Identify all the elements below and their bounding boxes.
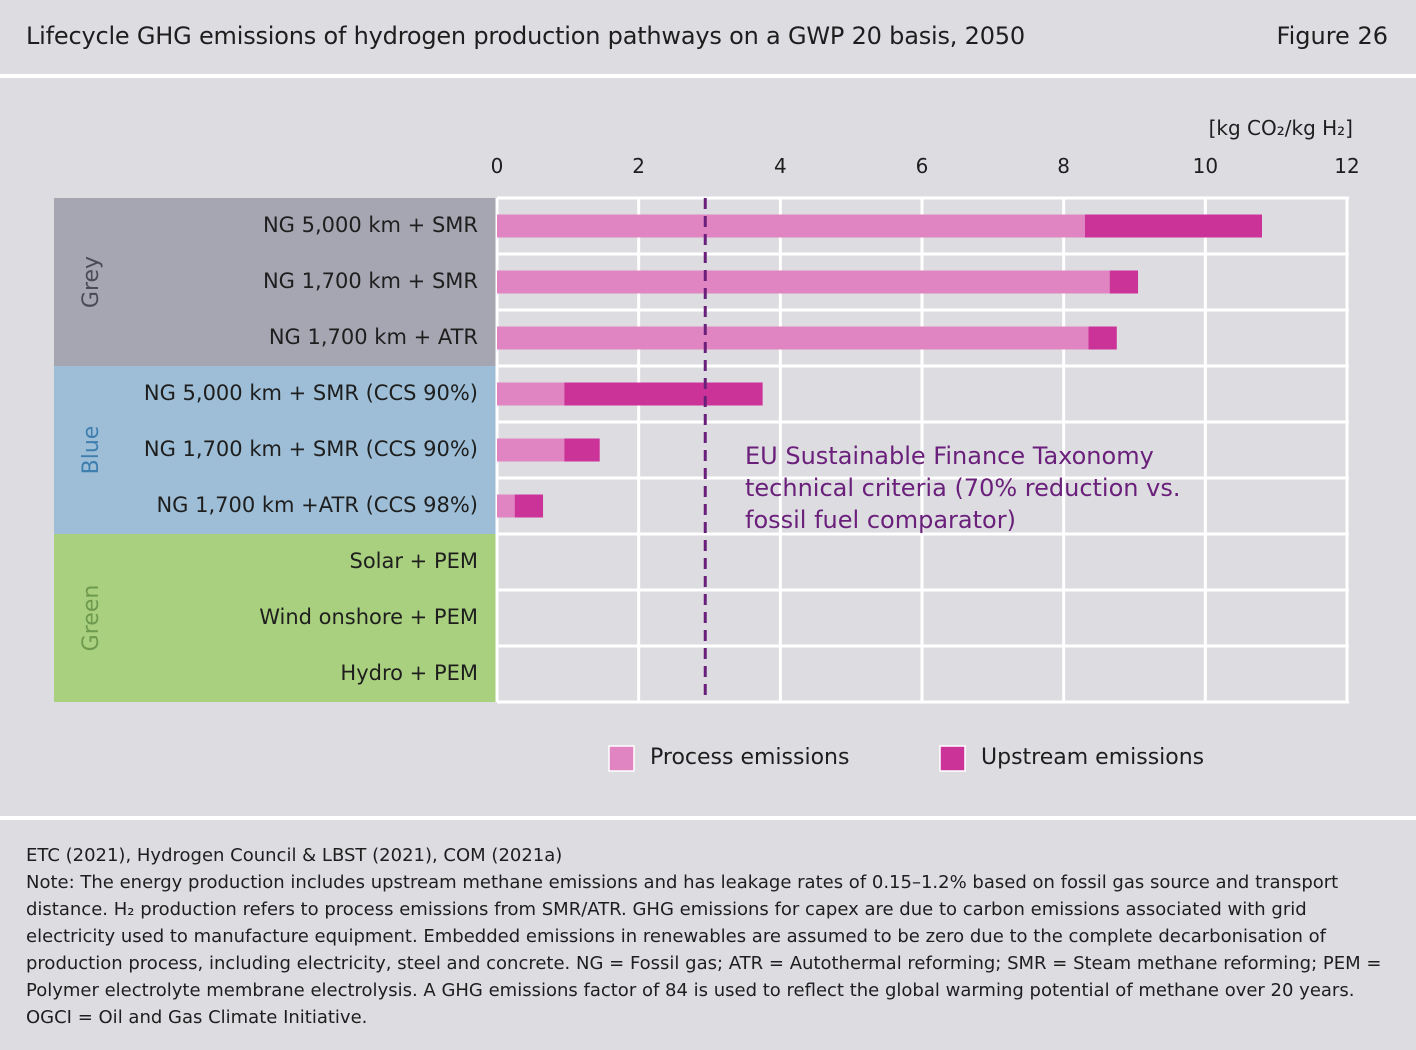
category-label: NG 5,000 km + SMR bbox=[263, 213, 478, 237]
figure-number: Figure 26 bbox=[1276, 22, 1388, 50]
bar-process-emissions bbox=[497, 270, 1110, 294]
group-label-blue: Blue bbox=[79, 426, 104, 475]
x-tick-label-0: 0 bbox=[491, 154, 504, 178]
bar-process-emissions bbox=[497, 494, 515, 518]
bar-upstream-emissions bbox=[514, 494, 544, 518]
category-label: NG 1,700 km + SMR bbox=[263, 269, 478, 293]
group-band-green bbox=[54, 534, 497, 702]
category-label: Solar + PEM bbox=[349, 549, 478, 573]
header-divider bbox=[0, 74, 1416, 78]
x-tick-label-8: 8 bbox=[1057, 154, 1070, 178]
taxonomy-annotation: EU Sustainable Finance Taxonomy technical… bbox=[745, 442, 1180, 534]
legend-label-upstream: Upstream emissions bbox=[981, 745, 1204, 770]
bar-upstream-emissions bbox=[564, 382, 763, 406]
x-tick-label-6: 6 bbox=[916, 154, 929, 178]
figure-footer: ETC (2021), Hydrogen Council & LBST (202… bbox=[26, 842, 1396, 1031]
bar-process-emissions bbox=[497, 438, 565, 462]
category-label: NG 1,700 km +ATR (CCS 98%) bbox=[156, 493, 478, 517]
group-band-grey bbox=[54, 198, 497, 366]
bar-upstream-emissions bbox=[1109, 270, 1139, 294]
category-label: Wind onshore + PEM bbox=[259, 605, 478, 629]
category-label: NG 1,700 km + ATR bbox=[269, 325, 478, 349]
x-tick-label-2: 2 bbox=[632, 154, 645, 178]
category-label: NG 1,700 km + SMR (CCS 90%) bbox=[144, 437, 478, 461]
bar-process-emissions bbox=[497, 326, 1089, 350]
annotation-line: fossil fuel comparator) bbox=[745, 506, 1016, 534]
x-tick-label-4: 4 bbox=[774, 154, 787, 178]
bar-process-emissions bbox=[497, 214, 1085, 238]
legend-swatch-upstream bbox=[939, 745, 966, 772]
category-label: Hydro + PEM bbox=[340, 661, 478, 685]
annotation-line: EU Sustainable Finance Taxonomy bbox=[745, 442, 1154, 470]
bar-process-emissions bbox=[497, 382, 565, 406]
annotation-line: technical criteria (70% reduction vs. bbox=[745, 474, 1180, 502]
x-tick-label-10: 10 bbox=[1193, 154, 1218, 178]
legend-swatch-process bbox=[608, 745, 635, 772]
legend-label-process: Process emissions bbox=[650, 745, 849, 770]
x-tick-label-12: 12 bbox=[1334, 154, 1359, 178]
axis-unit-label: [kg CO₂/kg H₂] bbox=[1209, 116, 1353, 140]
group-band-blue bbox=[54, 366, 497, 534]
bar-upstream-emissions bbox=[1088, 326, 1117, 350]
note-text: Note: The energy production includes ups… bbox=[26, 872, 1382, 1028]
group-label-grey: Grey bbox=[79, 256, 104, 308]
figure-header: Lifecycle GHG emissions of hydrogen prod… bbox=[0, 0, 1416, 74]
figure-title: Lifecycle GHG emissions of hydrogen prod… bbox=[26, 22, 1025, 50]
bar-upstream-emissions bbox=[564, 438, 600, 462]
footer-divider bbox=[0, 816, 1416, 820]
group-label-green: Green bbox=[79, 585, 104, 652]
category-label: NG 5,000 km + SMR (CCS 90%) bbox=[144, 381, 478, 405]
bar-upstream-emissions bbox=[1084, 214, 1262, 238]
source-text: ETC (2021), Hydrogen Council & LBST (202… bbox=[26, 845, 563, 866]
emissions-bar-chart: Grey Blue Green [kg CO₂/kg H₂] 0 2 4 6 8 10 12 NG 5… bbox=[54, 116, 1360, 772]
